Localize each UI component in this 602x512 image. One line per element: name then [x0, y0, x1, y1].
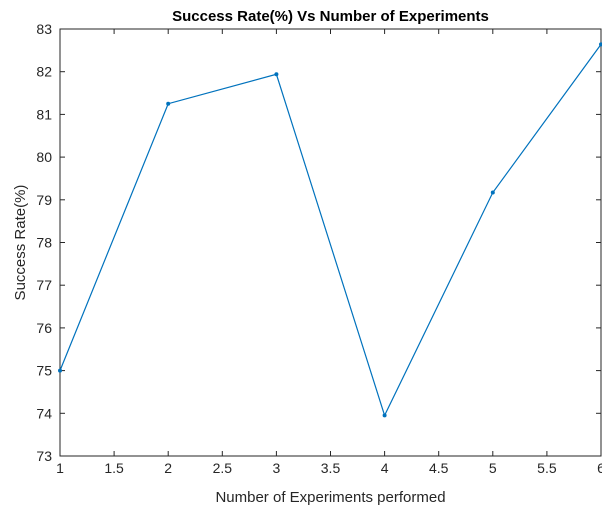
x-tick-label: 2 — [164, 460, 172, 476]
data-point — [58, 368, 62, 373]
axes — [59, 28, 602, 457]
y-tick-label: 82 — [36, 64, 52, 80]
x-tick-label: 5 — [489, 460, 497, 476]
series — [58, 42, 602, 418]
y-axis-label: Success Rate(%) — [12, 185, 29, 301]
x-tick-label: 4.5 — [429, 460, 449, 476]
x-tick-label: 3.5 — [321, 460, 341, 476]
y-tick-label: 76 — [36, 320, 52, 336]
y-tick-label: 81 — [36, 106, 52, 122]
plot-area-frame — [59, 28, 602, 457]
y-tick-label: 77 — [36, 277, 52, 293]
x-tick-label: 4 — [381, 460, 389, 476]
data-point — [490, 190, 495, 195]
x-tick-label: 3 — [273, 460, 281, 476]
y-tick-label: 73 — [36, 448, 52, 464]
y-tick-label: 79 — [36, 192, 52, 208]
data-point — [166, 101, 171, 106]
x-tick-label: 6 — [597, 460, 602, 476]
y-tick-label: 75 — [36, 363, 52, 379]
chart-title: Success Rate(%) Vs Number of Experiments — [172, 8, 489, 25]
y-tick-label: 78 — [36, 235, 52, 251]
y-tick-label: 80 — [36, 149, 52, 165]
x-tick-label: 1 — [56, 460, 64, 476]
series-line — [59, 44, 602, 418]
x-tick-label: 1.5 — [104, 460, 124, 476]
x-tick-label: 2.5 — [213, 460, 233, 476]
data-point — [599, 42, 602, 47]
ticks: 1 1.5 2 2.5 3 3.5 4 4.5 5 5.5 6 73 74 75 76 77 78 79 80 81 8… — [36, 21, 602, 476]
data-point — [274, 72, 279, 77]
x-axis-label: Number of Experiments performed — [215, 489, 445, 506]
x-tick-label: 5.5 — [537, 460, 557, 476]
y-tick-label: 74 — [36, 405, 52, 421]
data-point — [382, 413, 387, 418]
y-tick-label: 83 — [36, 21, 52, 37]
